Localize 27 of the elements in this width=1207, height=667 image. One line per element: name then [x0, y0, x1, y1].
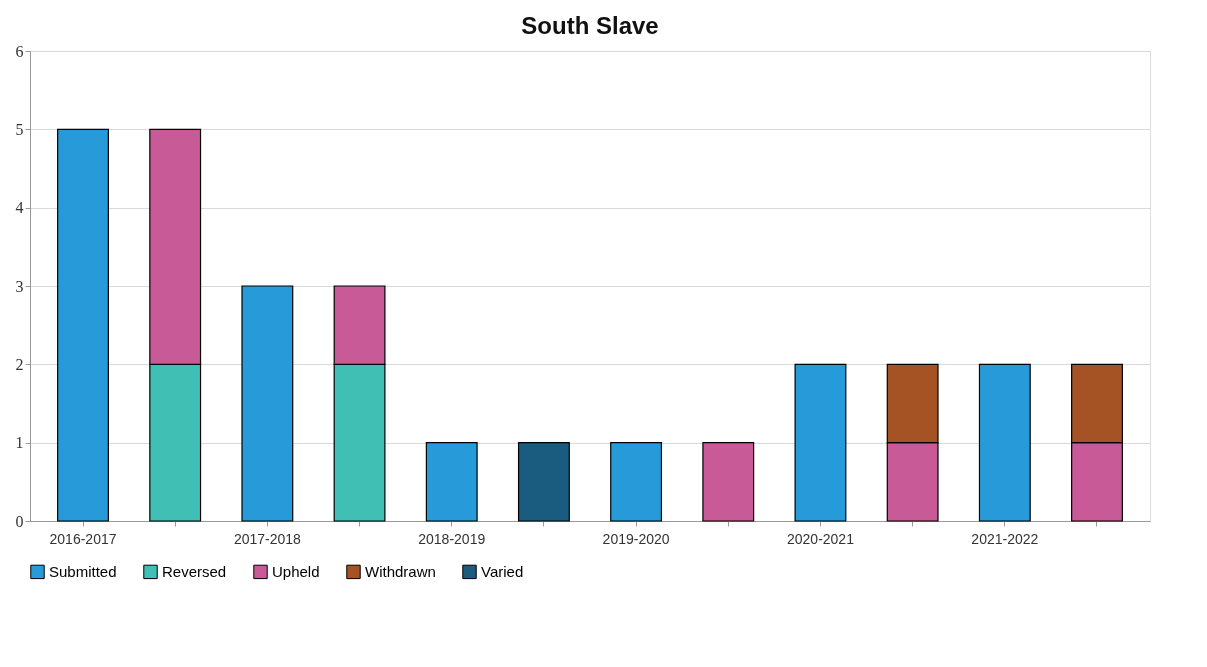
y-tick-label: 0	[15, 512, 24, 530]
y-tick-label: 4	[15, 199, 24, 217]
bar	[794, 363, 847, 522]
y-tick-label: 1	[15, 434, 24, 452]
y-tick-label: 5	[15, 120, 24, 138]
bar	[610, 442, 663, 522]
x-tick-label: 2021-2022	[971, 530, 1039, 547]
bar	[978, 363, 1031, 522]
legend-label: Varied	[481, 562, 524, 580]
legend-label: Withdrawn	[365, 562, 436, 580]
bar	[517, 442, 570, 522]
x-tick-label: 2020-2021	[786, 530, 855, 547]
legend-label: Reversed	[162, 562, 227, 580]
bar	[241, 285, 294, 522]
bar	[702, 442, 755, 522]
y-tick-label: 6	[15, 42, 24, 60]
x-tick-label: 2016-2017	[49, 530, 117, 547]
x-tick-label: 2018-2019	[418, 530, 486, 547]
x-tick-label: 2017-2018	[233, 530, 302, 547]
legend-label: Upheld	[272, 562, 320, 580]
legend-label: Submitted	[49, 562, 117, 580]
y-tick-label: 2	[15, 355, 24, 373]
y-tick-label: 3	[15, 277, 24, 295]
chart-title: South Slave	[521, 12, 659, 39]
x-tick-label: 2019-2020	[602, 530, 670, 547]
bar	[57, 128, 109, 522]
bar	[425, 442, 478, 522]
